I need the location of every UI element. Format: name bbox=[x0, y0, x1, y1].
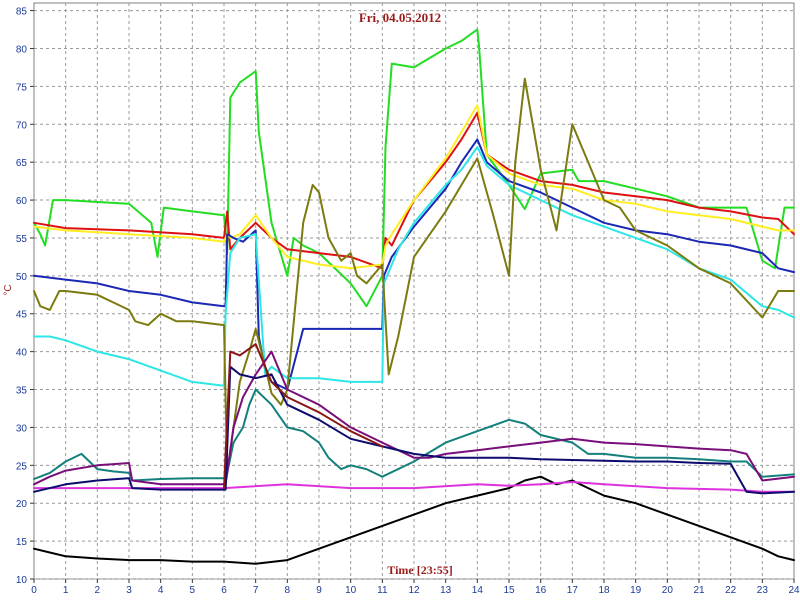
y-tick-label: 20 bbox=[16, 499, 28, 510]
y-tick-label: 55 bbox=[16, 234, 28, 245]
x-tick-label: 0 bbox=[31, 585, 37, 596]
y-tick-label: 10 bbox=[16, 575, 28, 586]
x-tick-label: 1 bbox=[63, 585, 69, 596]
y-tick-label: 30 bbox=[16, 423, 28, 434]
chart-title: Fri, 04.05.2012 bbox=[359, 10, 441, 25]
y-axis-ticks: 10 15 20 25 30 35 40 45 50 55 60 65 70 75 80 85 bbox=[16, 7, 34, 586]
series-line-8 bbox=[33, 481, 795, 493]
x-tick-label: 9 bbox=[316, 585, 322, 596]
y-tick-label: 45 bbox=[16, 310, 28, 321]
y-tick-label: 75 bbox=[16, 82, 28, 93]
x-tick-label: 6 bbox=[221, 585, 227, 596]
x-tick-label: 11 bbox=[377, 585, 388, 596]
y-tick-label: 85 bbox=[16, 7, 28, 18]
x-tick-label: 12 bbox=[408, 585, 420, 596]
x-tick-label: 23 bbox=[757, 585, 769, 596]
x-tick-label: 15 bbox=[503, 585, 515, 596]
y-tick-label: 15 bbox=[16, 537, 28, 548]
x-tick-label: 8 bbox=[285, 585, 291, 596]
y-tick-label: 50 bbox=[16, 272, 28, 283]
y-tick-label: 25 bbox=[16, 461, 28, 472]
x-tick-label: 20 bbox=[662, 585, 674, 596]
x-axis-label: Time [23:55] bbox=[387, 563, 452, 577]
x-tick-label: 7 bbox=[253, 585, 259, 596]
x-tick-label: 16 bbox=[535, 585, 547, 596]
data-series bbox=[33, 28, 795, 565]
x-tick-label: 17 bbox=[567, 585, 579, 596]
series-line-2 bbox=[33, 111, 795, 270]
series-line-4 bbox=[33, 138, 795, 391]
x-tick-label: 4 bbox=[158, 585, 164, 596]
y-tick-label: 40 bbox=[16, 348, 28, 359]
y-tick-label: 70 bbox=[16, 120, 28, 131]
x-tick-label: 13 bbox=[440, 585, 452, 596]
x-tick-label: 14 bbox=[472, 585, 484, 596]
series-line-7 bbox=[33, 475, 795, 565]
series-line-6 bbox=[33, 77, 795, 474]
series-line-11 bbox=[33, 365, 795, 495]
y-tick-label: 80 bbox=[16, 44, 28, 55]
series-line-10 bbox=[33, 350, 795, 486]
x-tick-label: 3 bbox=[126, 585, 132, 596]
y-tick-label: 60 bbox=[16, 196, 28, 207]
x-tick-label: 2 bbox=[95, 585, 101, 596]
x-tick-label: 22 bbox=[725, 585, 737, 596]
y-tick-label: 65 bbox=[16, 158, 28, 169]
y-axis-label: °C bbox=[3, 284, 14, 295]
x-axis-ticks: 0 1 2 3 4 5 6 7 8 9 10 11 12 13 14 15 16 17 18 19 20 21 22 23 24 bbox=[31, 579, 800, 596]
y-tick-label: 35 bbox=[16, 386, 28, 397]
x-tick-label: 21 bbox=[693, 585, 705, 596]
x-tick-label: 10 bbox=[345, 585, 357, 596]
x-tick-label: 19 bbox=[630, 585, 642, 596]
x-tick-label: 18 bbox=[598, 585, 610, 596]
x-tick-label: 5 bbox=[190, 585, 196, 596]
x-tick-label: 24 bbox=[788, 585, 800, 596]
series-line-12 bbox=[223, 343, 384, 490]
series-line-5 bbox=[33, 146, 795, 387]
